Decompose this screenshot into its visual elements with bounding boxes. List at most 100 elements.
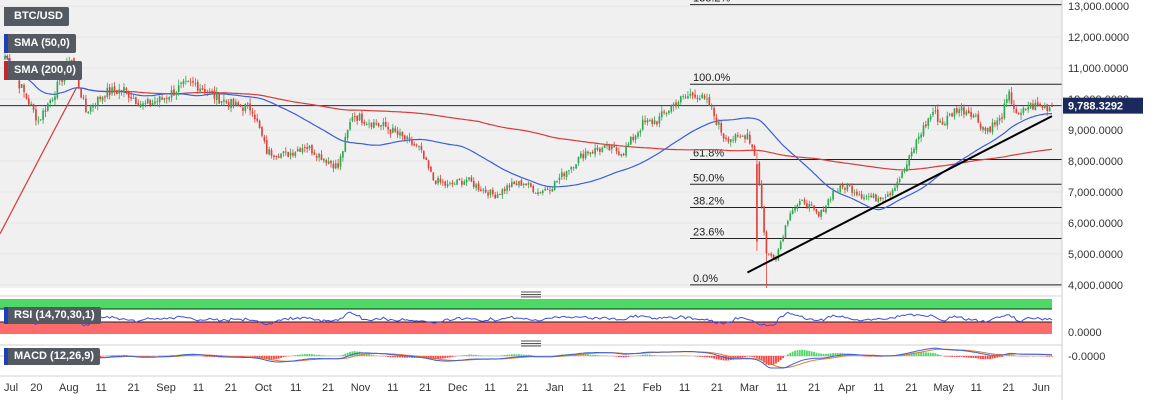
x-tick-label: Sep xyxy=(156,382,176,394)
candle-body xyxy=(285,152,287,153)
candle-body xyxy=(713,108,715,116)
candle-body xyxy=(1035,103,1037,110)
candle-body xyxy=(485,190,487,193)
candle-body xyxy=(461,181,463,185)
candle-body xyxy=(832,191,834,199)
macd-histogram-bar xyxy=(280,356,282,358)
candle-body xyxy=(820,210,822,217)
candle-body xyxy=(406,137,408,139)
macd-histogram-bar xyxy=(283,356,285,357)
candle-body xyxy=(294,152,296,156)
candle-body xyxy=(549,190,551,191)
candle-body xyxy=(99,97,101,99)
candle-body xyxy=(1037,102,1039,105)
candle-body xyxy=(944,124,946,125)
symbol-label: BTC/USD xyxy=(14,10,63,22)
macd-histogram-bar xyxy=(166,355,168,356)
candle-body xyxy=(856,192,858,195)
candle-body xyxy=(349,122,351,129)
candle-body xyxy=(896,182,898,188)
candle-body xyxy=(678,102,680,105)
candle-body xyxy=(685,97,687,98)
candle-body xyxy=(594,148,596,154)
y-tick-label: 9,000.0000 xyxy=(1068,125,1123,137)
candle-body xyxy=(982,127,984,130)
macd-histogram-bar xyxy=(206,356,208,357)
symbol-swatch xyxy=(4,7,8,26)
candle-body xyxy=(399,132,401,135)
candle-body xyxy=(390,129,392,133)
candle-body xyxy=(756,164,758,241)
candle-body xyxy=(92,106,94,107)
candle-body xyxy=(152,103,154,106)
rsi-tag[interactable]: RSI (14,70,30,1) xyxy=(4,307,101,324)
candle-body xyxy=(768,254,770,255)
candle-body xyxy=(116,90,118,94)
macd-histogram-bar xyxy=(592,355,594,356)
candle-body xyxy=(354,116,356,117)
candle-body xyxy=(844,188,846,189)
candle-body xyxy=(185,81,187,82)
macd-histogram-bar xyxy=(944,356,946,357)
macd-histogram-bar xyxy=(599,355,601,356)
candle-body xyxy=(459,179,461,180)
candle-body xyxy=(271,150,273,155)
candle-body xyxy=(156,101,158,102)
macd-histogram-bar xyxy=(701,356,703,357)
candle-body xyxy=(932,112,934,115)
macd-histogram-bar xyxy=(711,356,713,358)
candle-body xyxy=(228,102,230,107)
candle-body xyxy=(949,114,951,115)
macd-histogram-bar xyxy=(509,355,511,356)
macd-histogram-bar xyxy=(939,355,941,356)
candle-body xyxy=(175,92,177,94)
candle-body xyxy=(540,192,542,193)
macd-histogram-bar xyxy=(787,354,789,356)
candle-body xyxy=(33,104,35,110)
candle-body xyxy=(428,160,430,168)
candle-body xyxy=(901,171,903,178)
fib-level-label: 50.0% xyxy=(693,172,724,184)
macd-histogram-bar xyxy=(713,356,715,359)
candle-body xyxy=(532,186,534,192)
macd-histogram-bar xyxy=(618,356,620,357)
macd-histogram-bar xyxy=(946,356,948,357)
macd-label: MACD (12,26,9) xyxy=(14,350,94,362)
macd-histogram-bar xyxy=(321,355,323,356)
x-tick-label: Oct xyxy=(255,382,272,394)
symbol-tag[interactable]: BTC/USD xyxy=(4,7,69,26)
candle-body xyxy=(383,122,385,125)
candle-body xyxy=(723,134,725,139)
candle-body xyxy=(823,210,825,212)
x-tick-label: 21 xyxy=(711,382,723,394)
candle-body xyxy=(297,149,299,151)
candle-body xyxy=(221,101,223,103)
candle-body xyxy=(135,97,137,104)
macd-histogram-bar xyxy=(989,356,991,359)
candle-body xyxy=(337,163,339,167)
candle-body xyxy=(642,120,644,130)
candle-body xyxy=(306,147,308,149)
macd-histogram-bar xyxy=(387,356,389,357)
x-tick-label: Aug xyxy=(59,382,79,394)
candle-body xyxy=(245,104,247,111)
candle-body xyxy=(561,172,563,177)
macd-tag[interactable]: MACD (12,26,9) xyxy=(4,348,100,365)
sma200-label: SMA (200,0) xyxy=(14,64,76,76)
macd-histogram-bar xyxy=(252,356,254,357)
candle-body xyxy=(951,114,953,117)
candle-body xyxy=(142,103,144,105)
fib-level-label: 100.0% xyxy=(693,72,731,84)
candle-body xyxy=(1032,104,1034,110)
sma200-tag[interactable]: SMA (200,0) xyxy=(4,61,82,80)
candle-body xyxy=(839,185,841,191)
candle-body xyxy=(316,156,318,158)
candle-body xyxy=(580,153,582,157)
candle-body xyxy=(432,173,434,181)
x-tick-label: 11 xyxy=(873,382,884,394)
sma50-tag[interactable]: SMA (50,0) xyxy=(4,34,76,53)
candle-body xyxy=(456,180,458,185)
macd-histogram-bar xyxy=(984,356,986,359)
fib-level-label: 38.2% xyxy=(693,195,724,207)
